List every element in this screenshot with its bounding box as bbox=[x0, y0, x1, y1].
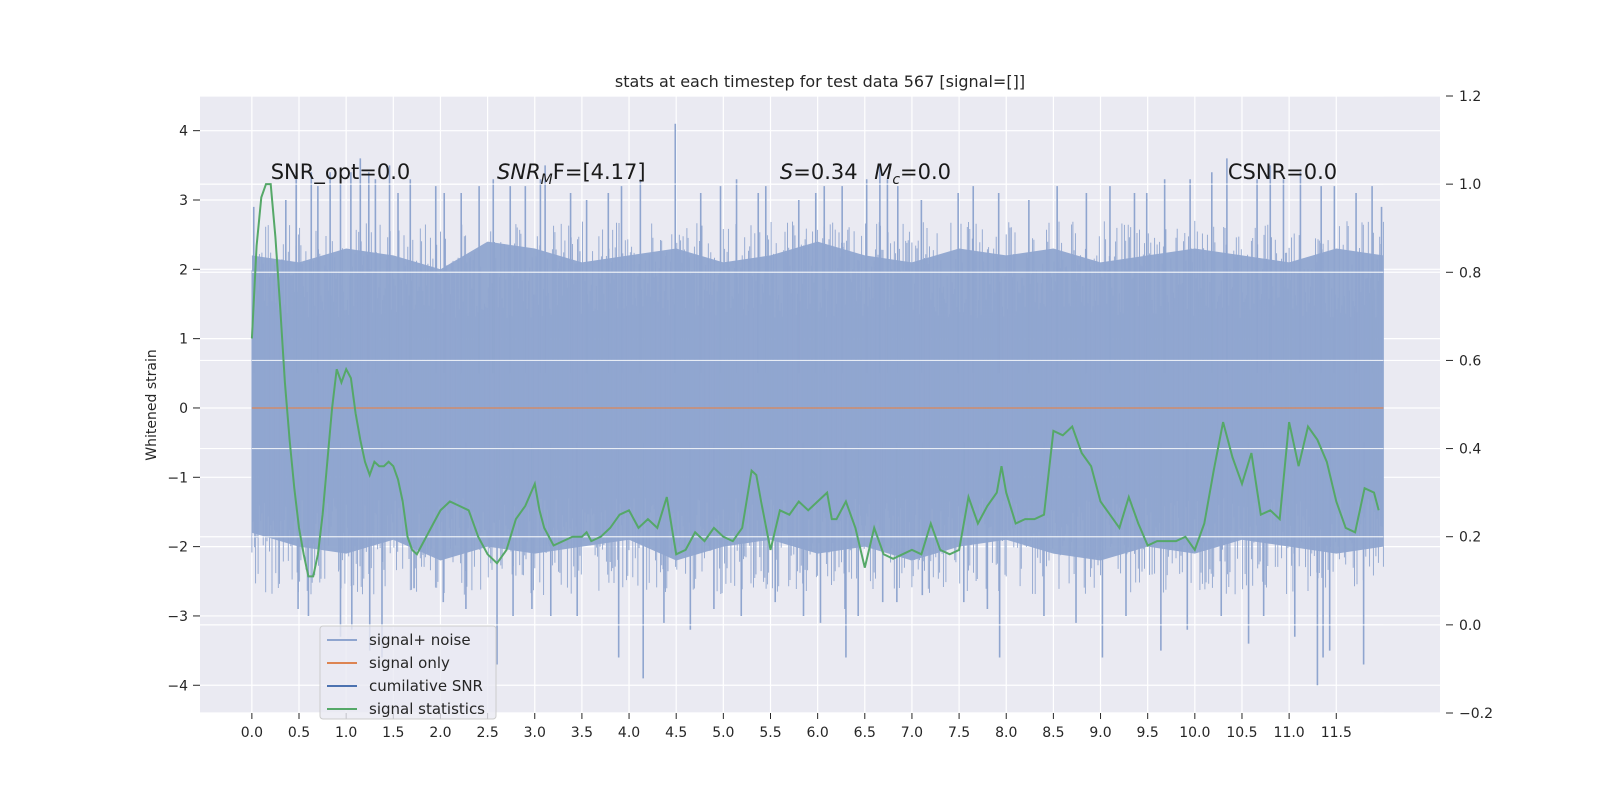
x-tick-label-9: 4.5 bbox=[665, 725, 687, 741]
y2-tick-label-3: 0.4 bbox=[1459, 442, 1481, 458]
annotation-1: SNRMF=[4.17] bbox=[497, 160, 646, 188]
y-tick-label-6: 2 bbox=[179, 262, 188, 278]
x-tick-label-11: 5.5 bbox=[759, 725, 781, 741]
legend-label-0: signal+ noise bbox=[369, 631, 471, 649]
y2-tick-label-7: 1.2 bbox=[1459, 89, 1481, 105]
x-tick-label-19: 9.5 bbox=[1137, 725, 1159, 741]
y-tick-label-0: −4 bbox=[167, 678, 188, 694]
noise-texture bbox=[251, 220, 1384, 595]
y-tick-label-5: 1 bbox=[179, 332, 188, 348]
x-tick-label-5: 2.5 bbox=[476, 725, 498, 741]
y2-tick-label-6: 1.0 bbox=[1459, 177, 1481, 193]
legend-box bbox=[319, 625, 497, 720]
x-tick-label-20: 10.0 bbox=[1179, 725, 1210, 741]
x-tick-label-17: 8.5 bbox=[1042, 725, 1064, 741]
noise-trace bbox=[251, 95, 1384, 714]
y2-tick-label-0: −0.2 bbox=[1459, 706, 1493, 722]
y-axis-label: Whitened strain bbox=[144, 349, 160, 460]
x-tick-label-1: 0.5 bbox=[288, 725, 310, 741]
x-tick-label-10: 5.0 bbox=[712, 725, 734, 741]
x-tick-label-4: 2.0 bbox=[429, 725, 451, 741]
y2-tick-label-5: 0.8 bbox=[1459, 265, 1481, 281]
x-tick-label-7: 3.5 bbox=[571, 725, 593, 741]
x-tick-label-2: 1.0 bbox=[335, 725, 357, 741]
legend-label-1: signal only bbox=[369, 654, 450, 672]
annotations: SNR_opt=0.0 SNRMF=[4.17] S=0.34 Mc=0.0 CSNR=… bbox=[271, 160, 1337, 188]
x-tick-label-16: 8.0 bbox=[995, 725, 1017, 741]
y2-tick-label-4: 0.6 bbox=[1459, 353, 1481, 369]
y-tick-label-1: −3 bbox=[167, 609, 188, 625]
annotation-4: CSNR=0.0 bbox=[1228, 160, 1337, 184]
x-tick-label-6: 3.0 bbox=[524, 725, 546, 741]
x-tick-label-14: 7.0 bbox=[901, 725, 923, 741]
annotation-3: Mc=0.0 bbox=[874, 160, 951, 188]
chart-title: stats at each timestep for test data 567… bbox=[615, 72, 1025, 91]
legend-label-2: cumilative SNR bbox=[369, 677, 483, 695]
x-tick-label-15: 7.5 bbox=[948, 725, 970, 741]
x-tick-label-3: 1.5 bbox=[382, 725, 404, 741]
y-tick-label-3: −1 bbox=[167, 470, 188, 486]
legend-label-3: signal statistics bbox=[369, 700, 485, 718]
annotation-0: SNR_opt=0.0 bbox=[271, 160, 411, 185]
x-tick-label-18: 9.0 bbox=[1089, 725, 1111, 741]
x-tick-label-8: 4.0 bbox=[618, 725, 640, 741]
x-tick-label-21: 10.5 bbox=[1226, 725, 1257, 741]
annotation-2: S=0.34 bbox=[780, 160, 858, 184]
y2-tick-label-1: 0.0 bbox=[1459, 618, 1481, 634]
y-tick-label-2: −2 bbox=[167, 540, 188, 556]
y-tick-label-4: 0 bbox=[179, 401, 188, 417]
y-tick-label-7: 3 bbox=[179, 193, 188, 209]
x-tick-label-22: 11.0 bbox=[1274, 725, 1305, 741]
y2-tick-label-2: 0.2 bbox=[1459, 530, 1481, 546]
x-tick-label-13: 6.5 bbox=[854, 725, 876, 741]
x-tick-label-0: 0.0 bbox=[241, 725, 263, 741]
series-line-2 bbox=[250, 183, 1380, 578]
lines bbox=[250, 183, 1384, 578]
x-tick-label-23: 11.5 bbox=[1321, 725, 1352, 741]
legend: signal+ noise signal only cumilative SNR si… bbox=[319, 625, 497, 720]
x-tick-label-12: 6.0 bbox=[807, 725, 829, 741]
y-tick-label-8: 4 bbox=[179, 124, 188, 140]
